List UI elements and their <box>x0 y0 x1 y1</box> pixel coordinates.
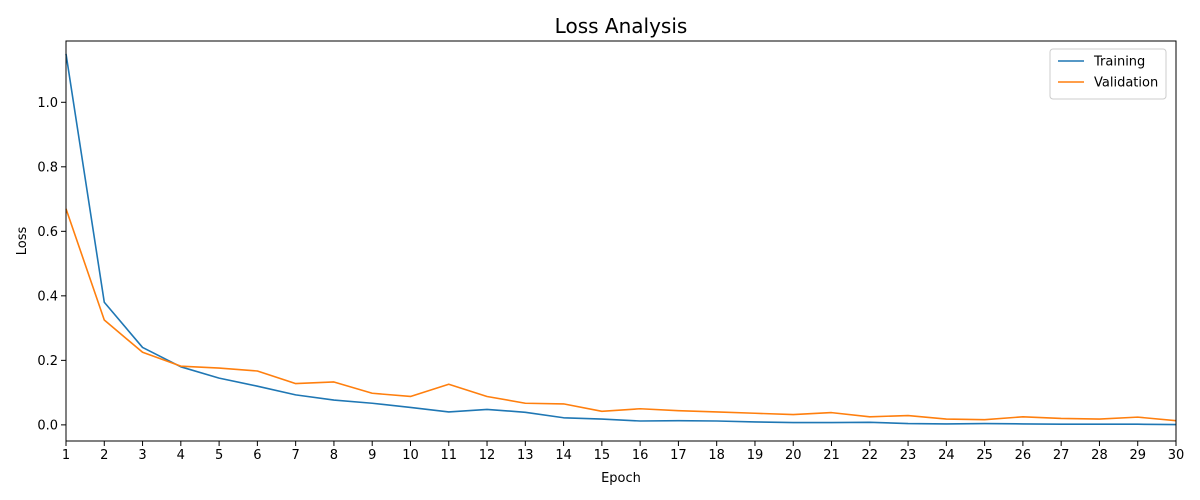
x-tick-label: 1 <box>62 448 70 463</box>
x-tick-label: 29 <box>1129 448 1146 463</box>
x-tick-label: 28 <box>1091 448 1108 463</box>
x-tick-label: 18 <box>708 448 725 463</box>
x-tick-label: 11 <box>440 448 457 463</box>
x-tick-label: 10 <box>402 448 419 463</box>
legend: Training Validation <box>1049 48 1167 100</box>
x-tick-label: 5 <box>215 448 223 463</box>
y-tick-label: 0.2 <box>37 354 58 369</box>
plot-frame <box>65 40 1177 442</box>
chart-title: Loss Analysis <box>555 14 688 38</box>
x-tick-label: 19 <box>747 448 764 463</box>
x-tick-label: 9 <box>368 448 376 463</box>
y-tick-label: 0.6 <box>37 225 58 240</box>
x-tick-label: 24 <box>938 448 955 463</box>
y-tick-label: 1.0 <box>37 96 58 111</box>
y-tick-label: 0.0 <box>37 418 58 433</box>
x-tick-label: 7 <box>292 448 300 463</box>
x-tick-label: 4 <box>177 448 185 463</box>
x-tick-label: 16 <box>632 448 649 463</box>
series-line-validation <box>65 208 1177 422</box>
x-tick-label: 2 <box>100 448 108 463</box>
x-tick-label: 26 <box>1015 448 1032 463</box>
series-line-training <box>65 53 1177 426</box>
x-tick-label: 21 <box>823 448 840 463</box>
x-tick-label: 25 <box>976 448 993 463</box>
legend-label: Training <box>1093 55 1145 70</box>
y-axis: 0.0 0.2 0.4 0.6 0.8 1.0 <box>37 96 66 433</box>
x-tick-label: 13 <box>517 448 534 463</box>
plot-area <box>65 53 1177 426</box>
x-tick-label: 30 <box>1168 448 1185 463</box>
x-tick-label: 12 <box>479 448 496 463</box>
x-tick-label: 20 <box>785 448 802 463</box>
legend-label: Validation <box>1094 76 1158 91</box>
x-axis-label: Epoch <box>601 471 641 486</box>
x-tick-label: 6 <box>253 448 261 463</box>
y-tick-label: 0.8 <box>37 160 58 175</box>
x-axis: 1 2 3 4 5 6 7 8 9 10 11 12 13 14 15 16 17 18 19 20 21 22 23 24 2… <box>62 441 1184 463</box>
x-tick-label: 22 <box>862 448 879 463</box>
x-tick-label: 8 <box>330 448 338 463</box>
y-axis-label: Loss <box>15 227 30 256</box>
x-tick-label: 15 <box>594 448 611 463</box>
x-tick-label: 17 <box>670 448 687 463</box>
y-tick-label: 0.4 <box>37 289 58 304</box>
x-tick-label: 23 <box>900 448 917 463</box>
x-tick-label: 14 <box>555 448 572 463</box>
x-tick-label: 3 <box>138 448 146 463</box>
x-tick-label: 27 <box>1053 448 1070 463</box>
